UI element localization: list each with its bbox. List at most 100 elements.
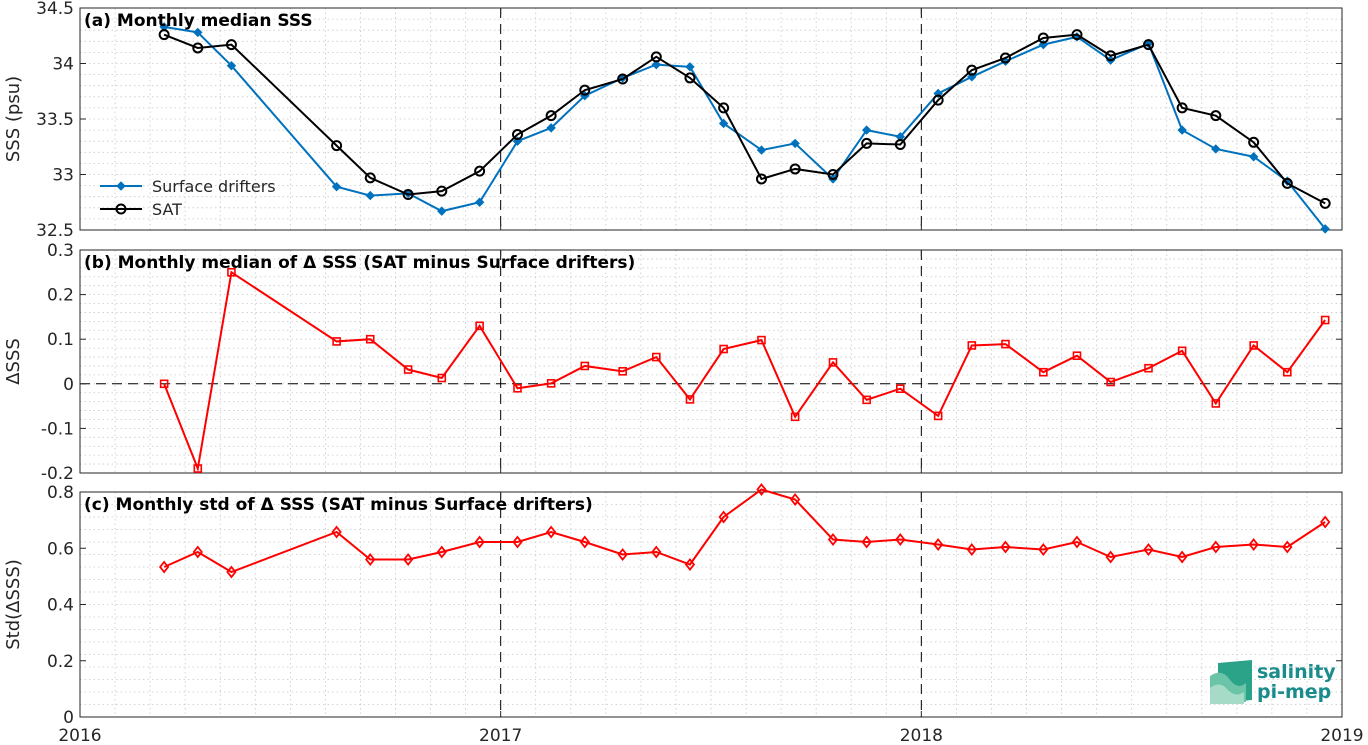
data-point [933,411,943,421]
data-point [685,62,695,72]
series-line [163,270,1326,473]
data-point [1038,543,1049,556]
data-point [966,64,978,76]
wave-logo-icon [1210,660,1252,704]
data-point [580,361,590,371]
data-point [685,395,695,404]
data-point [545,525,557,539]
data-point [651,545,662,559]
data-point [1176,550,1188,564]
data-point [828,358,838,367]
data-point [861,125,872,135]
data-point [932,94,944,106]
data-point [827,169,839,180]
y-tick-label: 0.6 [47,539,74,559]
data-point [403,365,413,374]
data-point [332,337,341,346]
legend-label: SAT [152,200,182,219]
data-point [513,383,522,393]
data-point [966,543,977,556]
data-point [1106,377,1115,387]
data-point [158,560,170,574]
data-point [617,73,629,85]
data-point [192,545,203,559]
data-point [365,553,376,566]
data-point [192,42,204,54]
data-point [1039,367,1048,377]
legend-label: Surface drifters [152,177,276,196]
data-point [1105,550,1116,564]
data-point [1142,39,1154,51]
data-point [1071,535,1083,549]
legend: Surface drifters SAT [100,177,276,219]
data-point [1248,538,1259,551]
data-point [757,335,766,345]
data-point [1281,177,1293,189]
legend-swatch-marker [115,203,127,215]
data-point [1320,315,1330,325]
series-line [163,25,1326,230]
data-point [545,110,557,122]
data-point [1037,32,1049,44]
y-tick-label: 0.3 [47,241,74,261]
data-point [1320,515,1331,529]
data-point [756,483,767,496]
data-point [474,165,486,177]
data-point [193,27,203,38]
data-point [827,533,839,546]
series-delta [159,267,1330,473]
data-point [1248,136,1260,148]
data-point [402,188,414,200]
grid [80,492,1342,717]
y-tick-label: -0.1 [41,419,74,439]
data-point [1177,346,1187,356]
data-point [365,334,375,344]
y-axis-ticks: -0.2 -0.1 0 0.1 0.2 0.3 [41,241,1343,484]
data-point [158,29,170,41]
y-tick-label: 33.5 [36,110,74,130]
data-point [967,341,977,350]
data-point [1105,50,1117,62]
data-point [475,321,484,331]
data-point [790,412,800,422]
data-point [364,172,376,184]
series-line [163,488,1326,574]
data-point [895,384,905,394]
series-delta [158,483,1331,579]
panel-a: 32.5 33 33.5 34 34.5 SSS (psu) (a) Monthly med… [3,0,1343,241]
data-point [1283,367,1292,377]
data-point [861,137,873,149]
panel-title: (c) Monthly std of Δ SSS (SAT minus Surf… [84,495,593,515]
data-point [862,395,871,405]
data-point [755,173,767,185]
logo-text-line2: pi-mep [1257,681,1331,703]
data-point [1319,197,1331,209]
data-point [652,352,661,362]
data-point [1248,152,1259,162]
data-point [933,538,944,551]
data-point [618,367,627,376]
x-tick-label: 2018 [900,726,943,745]
data-point [894,139,906,151]
data-point [999,52,1011,64]
data-point [684,72,696,84]
data-point [331,182,342,192]
data-point [159,379,169,389]
data-point [1210,110,1222,122]
y-tick-label: 32.5 [36,221,74,241]
data-point [1176,102,1188,114]
y-tick-label: 0.4 [47,596,74,616]
legend-swatch-marker [116,181,126,191]
y-axis-label: SSS (psu) [3,76,24,162]
data-point [365,190,375,201]
data-point [436,185,448,197]
data-point [789,163,801,175]
data-point [718,510,729,524]
data-point [193,464,203,473]
x-tick-label: 2019 [1320,726,1363,745]
data-point [437,373,447,383]
data-point [895,533,906,546]
panel-title: (b) Monthly median of Δ SSS (SAT minus S… [84,253,635,273]
data-point [546,123,556,133]
